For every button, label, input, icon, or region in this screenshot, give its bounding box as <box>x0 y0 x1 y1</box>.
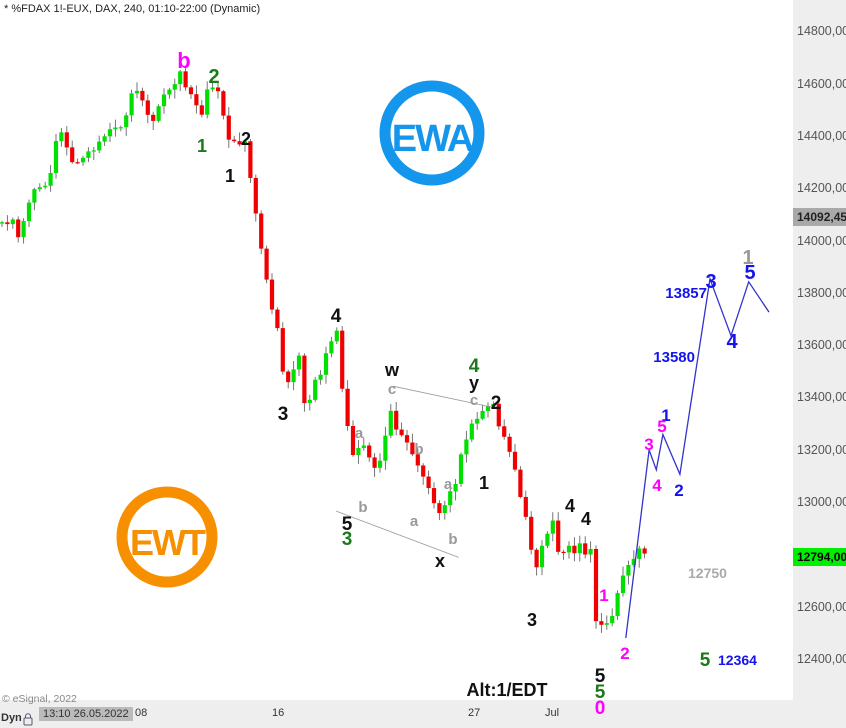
svg-text:w: w <box>384 360 400 380</box>
svg-text:3: 3 <box>342 529 353 550</box>
svg-text:13580: 13580 <box>653 349 695 366</box>
svg-text:b: b <box>177 48 190 73</box>
svg-text:2: 2 <box>208 66 219 88</box>
svg-text:b: b <box>358 499 367 516</box>
svg-text:Alt:1/EDT: Alt:1/EDT <box>467 680 548 700</box>
svg-text:c: c <box>388 381 396 398</box>
svg-text:4: 4 <box>331 306 342 327</box>
svg-text:1: 1 <box>479 473 489 493</box>
svg-text:4: 4 <box>726 331 738 353</box>
svg-text:x: x <box>435 551 445 571</box>
svg-text:b: b <box>414 441 423 458</box>
svg-text:a: a <box>444 476 453 493</box>
svg-text:b: b <box>448 531 457 548</box>
svg-text:4: 4 <box>565 496 575 516</box>
svg-text:EWA: EWA <box>392 118 474 160</box>
svg-text:4: 4 <box>581 509 591 529</box>
svg-text:3: 3 <box>644 435 653 454</box>
svg-text:1: 1 <box>197 136 207 156</box>
svg-text:a: a <box>410 513 419 530</box>
svg-text:13857: 13857 <box>665 285 707 302</box>
svg-text:3: 3 <box>278 404 289 425</box>
svg-text:2: 2 <box>491 393 502 414</box>
svg-text:5: 5 <box>700 650 711 671</box>
svg-text:EWT: EWT <box>130 522 206 563</box>
svg-text:5: 5 <box>657 417 666 436</box>
svg-text:a: a <box>355 425 364 442</box>
svg-text:1: 1 <box>742 247 753 269</box>
svg-text:2: 2 <box>620 644 629 663</box>
svg-text:3: 3 <box>527 610 537 630</box>
svg-text:4: 4 <box>652 476 662 495</box>
svg-text:c: c <box>470 392 478 409</box>
svg-text:2: 2 <box>674 481 683 500</box>
svg-text:1: 1 <box>225 166 235 186</box>
svg-text:3: 3 <box>705 271 716 293</box>
svg-text:2: 2 <box>241 129 251 149</box>
svg-text:12364: 12364 <box>718 652 757 668</box>
svg-text:1: 1 <box>599 586 608 605</box>
svg-text:12750: 12750 <box>688 565 727 581</box>
svg-text:y: y <box>469 373 479 393</box>
